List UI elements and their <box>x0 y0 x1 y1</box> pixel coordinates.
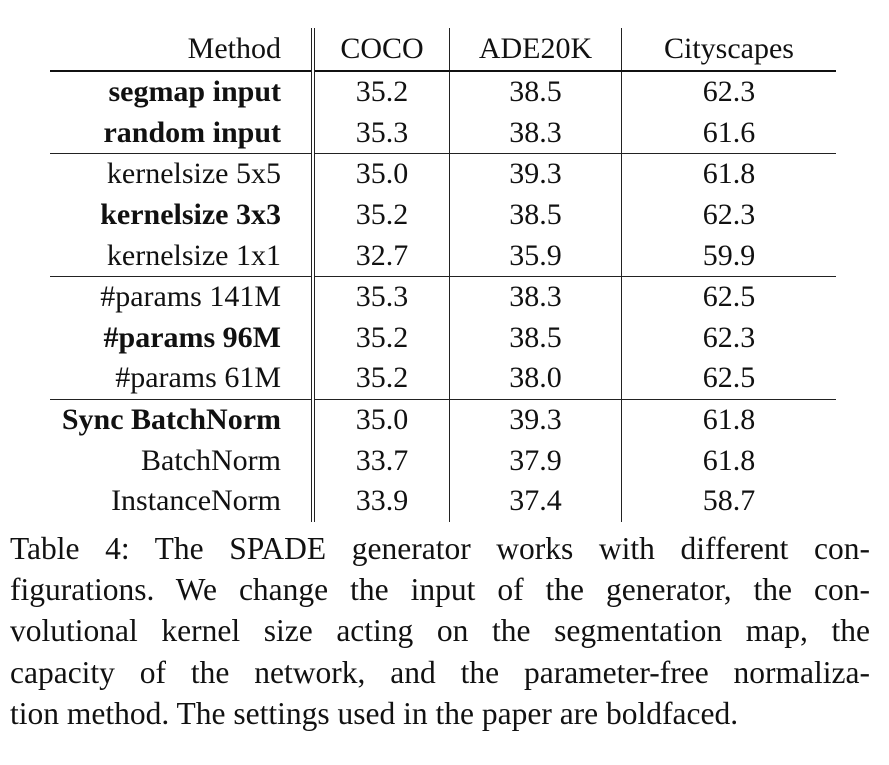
row-ade20k-value: 37.4 <box>449 480 622 522</box>
table-row: #params 61M 35.2 38.0 62.5 <box>50 358 836 400</box>
table-row: random input 35.3 38.3 61.6 <box>50 112 836 155</box>
table-body: segmap input 35.2 38.5 62.3 random input… <box>50 71 836 522</box>
row-coco-value: 35.0 <box>313 153 450 195</box>
table-row: kernelsize 3x3 35.2 38.5 62.3 <box>50 194 836 236</box>
table-row: #params 141M 35.3 38.3 62.5 <box>50 276 836 318</box>
row-method: random input <box>50 112 315 155</box>
row-method: #params 141M <box>50 276 315 318</box>
table-row: InstanceNorm 33.9 37.4 58.7 <box>50 480 836 522</box>
row-ade20k-value: 39.3 <box>449 399 622 441</box>
row-coco-value: 33.9 <box>313 480 450 522</box>
table-row: kernelsize 5x5 35.0 39.3 61.8 <box>50 153 836 195</box>
row-coco-value: 35.2 <box>313 194 450 236</box>
table-row: segmap input 35.2 38.5 62.3 <box>50 71 836 113</box>
header-coco: COCO <box>313 28 450 72</box>
row-coco-value: 33.7 <box>313 440 450 481</box>
row-method: kernelsize 1x1 <box>50 235 315 277</box>
row-cityscapes-value: 59.9 <box>621 235 836 277</box>
row-method: segmap input <box>50 71 315 113</box>
row-ade20k-value: 37.9 <box>449 440 622 481</box>
row-method: kernelsize 5x5 <box>50 153 315 195</box>
row-coco-value: 35.3 <box>313 112 450 155</box>
row-cityscapes-value: 62.3 <box>702 75 756 109</box>
row-ade20k-value: 39.3 <box>449 153 622 195</box>
row-cityscapes-value: 62.3 <box>702 320 756 354</box>
row-cityscapes-value: 61.8 <box>702 403 756 437</box>
table-row: #params 96M 35.2 38.5 62.3 <box>50 317 836 359</box>
header-cityscapes: Cityscapes <box>621 28 836 72</box>
row-coco-value: 35.3 <box>313 276 450 318</box>
row-cityscapes-value: 62.3 <box>702 198 756 232</box>
row-ade20k-value: 38.5 <box>449 194 622 236</box>
caption-line: Table 4: The SPADE generator works with … <box>10 531 870 566</box>
row-method: #params 96M <box>50 317 315 359</box>
row-ade20k-value: 38.3 <box>449 112 622 155</box>
results-table-container: Method COCO ADE20K Cityscapes segmap inp… <box>50 28 836 522</box>
row-ade20k-value: 38.0 <box>449 358 622 400</box>
row-cityscapes-value: 58.7 <box>702 484 756 518</box>
caption-line: volutional kernel size acting on the seg… <box>10 613 870 649</box>
table-caption: Table 4: The SPADE generator works with … <box>10 528 870 734</box>
row-method: Sync BatchNorm <box>50 399 315 441</box>
row-ade20k-value: 35.9 <box>449 235 622 277</box>
header-method: Method <box>50 28 315 72</box>
table-header-row: Method COCO ADE20K Cityscapes <box>50 28 836 72</box>
header-ade20k: ADE20K <box>449 28 622 72</box>
row-cityscapes-value: 62.5 <box>621 358 836 400</box>
row-coco-value: 35.2 <box>313 358 450 400</box>
results-table: Method COCO ADE20K Cityscapes segmap inp… <box>50 28 836 522</box>
row-cityscapes-value: 61.8 <box>702 157 756 191</box>
table-row: BatchNorm 33.7 37.9 61.8 <box>50 440 836 481</box>
row-method: kernelsize 3x3 <box>50 194 315 236</box>
table-row: Sync BatchNorm 35.0 39.3 61.8 <box>50 399 836 441</box>
row-method: #params 61M <box>50 358 315 400</box>
row-coco-value: 32.7 <box>313 235 450 277</box>
row-cityscapes-value: 62.5 <box>702 280 756 314</box>
caption-line: figurations. We change the input of the … <box>10 572 870 608</box>
caption-line: tion method. The settings used in the pa… <box>10 695 739 731</box>
row-ade20k-value: 38.5 <box>449 71 622 113</box>
table-row: kernelsize 1x1 32.7 35.9 59.9 <box>50 235 836 277</box>
row-cityscapes-value: 61.6 <box>621 112 836 155</box>
row-ade20k-value: 38.5 <box>449 317 622 359</box>
row-coco-value: 35.2 <box>313 71 450 113</box>
row-method: InstanceNorm <box>50 480 315 522</box>
row-ade20k-value: 38.3 <box>449 276 622 318</box>
row-method: BatchNorm <box>50 440 315 481</box>
row-coco-value: 35.0 <box>313 399 450 441</box>
row-coco-value: 35.2 <box>313 317 450 359</box>
caption-line: capacity of the network, and the paramet… <box>10 654 870 690</box>
row-cityscapes-value: 61.8 <box>702 443 756 477</box>
